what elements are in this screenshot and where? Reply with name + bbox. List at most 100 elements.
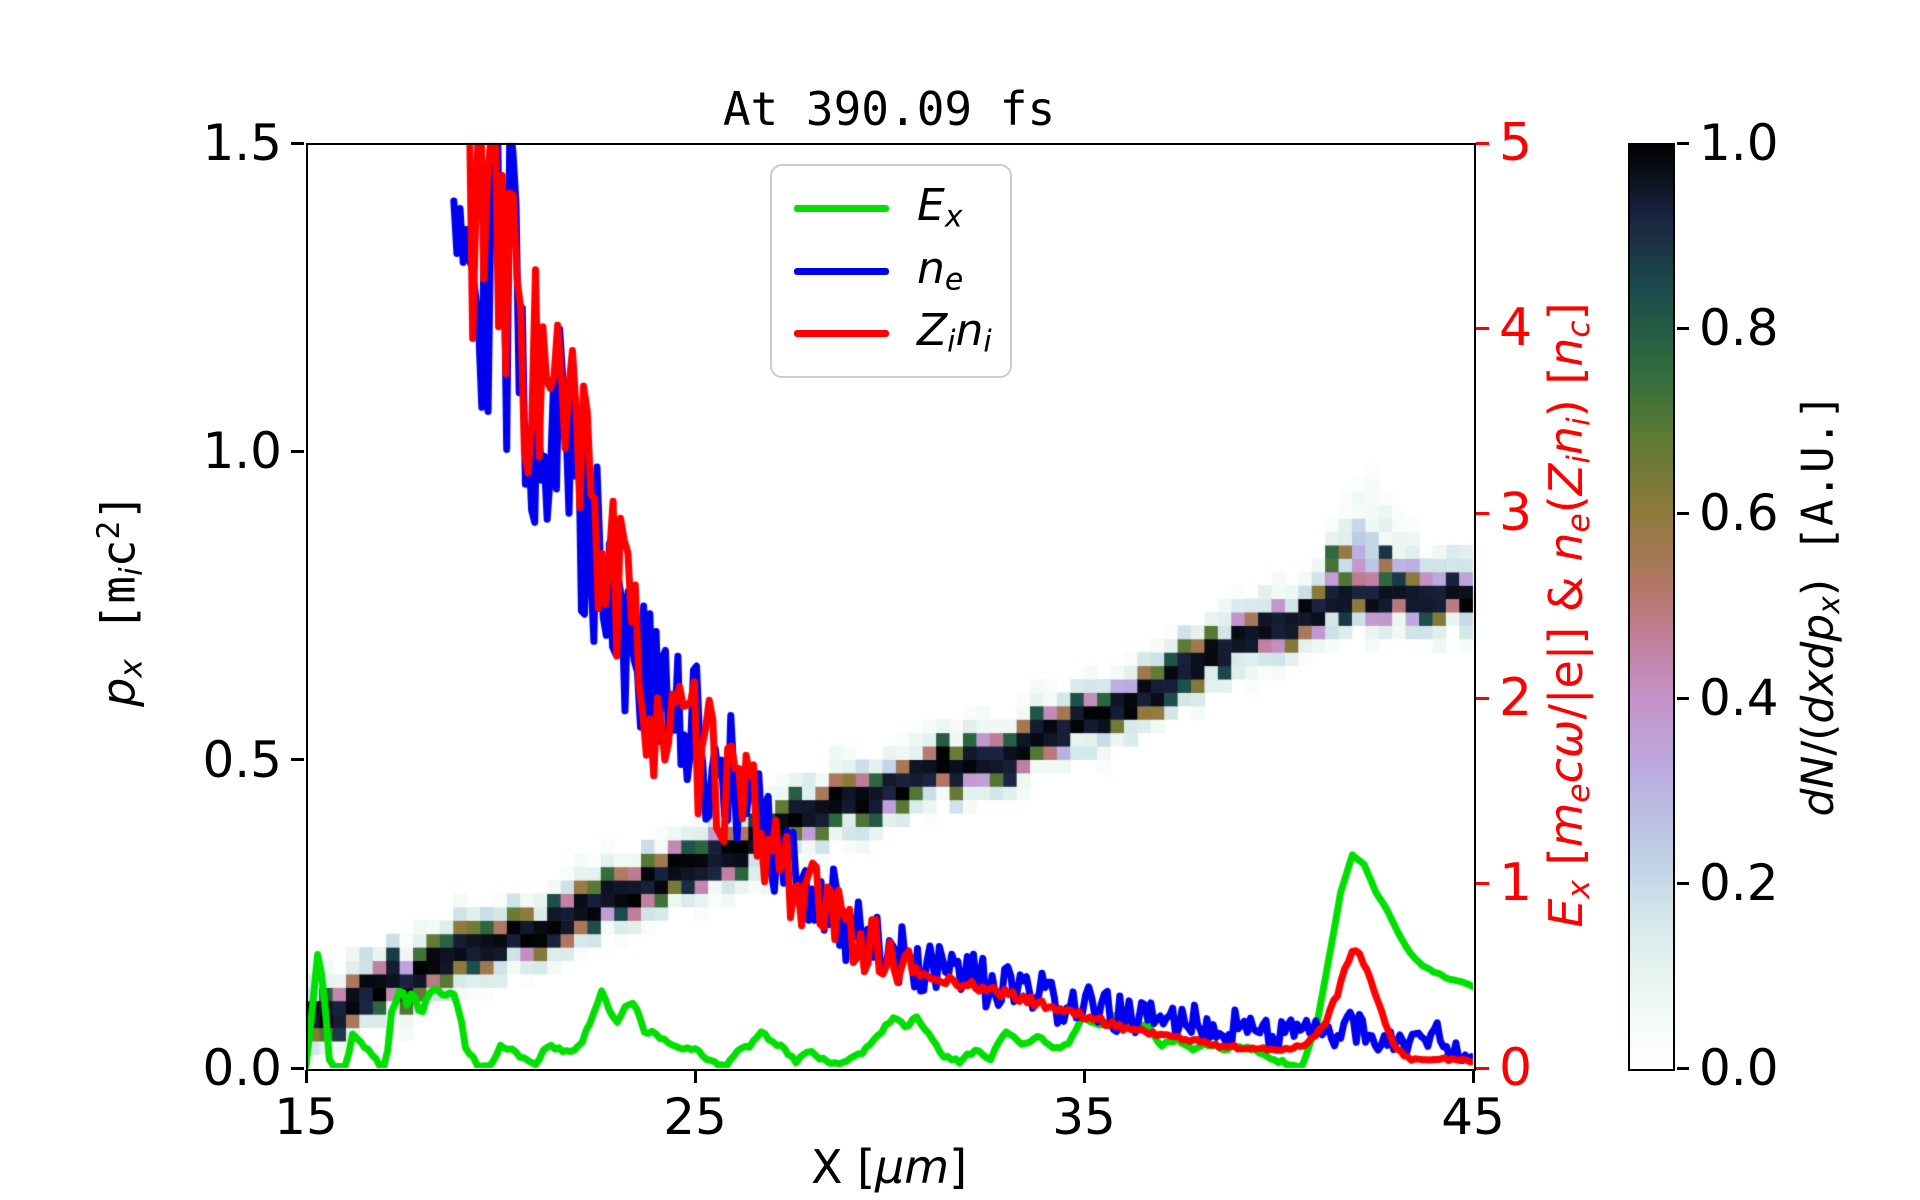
- legend-item-ex: Ex: [772, 184, 1010, 233]
- label-segment: n: [1539, 532, 1594, 562]
- label-segment: x: [113, 659, 150, 678]
- x-tick-label: 15: [274, 1088, 338, 1146]
- legend-label: Zini: [917, 309, 992, 358]
- x-tick-mark: [304, 1070, 308, 1083]
- label-segment: x: [944, 199, 963, 235]
- y-right-tick-label: 0: [1499, 1038, 1533, 1098]
- y-left-tick-mark: [291, 449, 304, 453]
- label-segment: e: [944, 262, 964, 298]
- label-segment: X: [810, 1140, 843, 1194]
- label-segment: n: [1539, 337, 1594, 367]
- x-tick-label: 45: [1441, 1088, 1505, 1146]
- label-segment: m: [1539, 802, 1594, 848]
- label-segment: ]: [1539, 302, 1594, 321]
- x-tick-label: 35: [1052, 1088, 1116, 1146]
- label-segment: 2: [90, 520, 127, 540]
- label-segment: [: [91, 603, 146, 660]
- colorbar-label: dN/(dxdpx) [A.U.]: [1793, 394, 1848, 817]
- label-segment: ω: [1539, 719, 1594, 759]
- label-segment: x: [1560, 880, 1597, 899]
- y-left-axis-label: px [mic2]: [91, 493, 150, 707]
- y-right-tick-mark: [1476, 881, 1489, 885]
- y-right-axis-label: Ex [mecω/|e|] & ne(Zini) [nc]: [1539, 302, 1597, 927]
- y-right-tick-mark: [1476, 326, 1489, 330]
- label-segment: dN: [1792, 755, 1844, 817]
- label-segment: ): [1792, 578, 1844, 597]
- label-segment: Z: [917, 305, 948, 357]
- label-segment: n: [1539, 425, 1594, 456]
- y-right-tick-label: 1: [1499, 853, 1533, 913]
- x-tick-mark: [1471, 1070, 1475, 1083]
- label-segment: e: [1560, 513, 1597, 533]
- y-left-tick-mark: [291, 1066, 304, 1070]
- label-segment: [: [1539, 847, 1594, 880]
- y-left-tick-label: 0.5: [202, 730, 282, 789]
- label-segment: &: [1539, 561, 1594, 627]
- label-segment: i: [1560, 417, 1597, 426]
- label-segment: ]: [91, 493, 146, 521]
- y-right-tick-label: 3: [1499, 483, 1533, 543]
- label-segment: [: [1539, 366, 1594, 400]
- colorbar-tick-mark: [1677, 326, 1689, 330]
- label-segment: i: [113, 567, 150, 577]
- legend-label: Ex: [917, 184, 963, 233]
- label-segment: E: [917, 180, 945, 232]
- legend-line-swatch: [794, 204, 889, 212]
- x-tick-label: 25: [663, 1088, 727, 1146]
- y-left-tick-label: 1.0: [202, 422, 282, 481]
- plot-title: At 390.09 fs: [722, 82, 1056, 136]
- label-segment: /(: [1792, 723, 1844, 756]
- label-segment: e: [1560, 783, 1597, 803]
- colorbar-tick-mark: [1677, 511, 1689, 515]
- x-tick-mark: [1082, 1070, 1086, 1083]
- y-right-tick-mark: [1476, 1066, 1489, 1070]
- y-right-tick-label: 5: [1499, 113, 1533, 173]
- colorbar-tick-label: 0.0: [1699, 1039, 1779, 1097]
- label-segment: n: [955, 305, 984, 357]
- label-segment: [A.U.]: [1792, 393, 1844, 579]
- label-segment: c: [91, 539, 146, 568]
- x-tick-mark: [693, 1070, 697, 1083]
- label-segment: ): [1539, 399, 1594, 418]
- label-segment: dxdp: [1792, 613, 1844, 724]
- label-segment: p: [91, 677, 146, 707]
- colorbar-tick-mark: [1677, 1066, 1689, 1070]
- label-segment: /|e|]: [1539, 626, 1594, 720]
- y-right-tick-label: 4: [1499, 298, 1533, 358]
- label-segment: E: [1539, 898, 1594, 928]
- y-left-tick-label: 1.5: [202, 114, 282, 172]
- colorbar-tick-label: 0.2: [1699, 854, 1779, 912]
- colorbar-tick-mark: [1677, 881, 1689, 885]
- label-segment: i: [983, 324, 992, 360]
- label-segment: i: [1560, 455, 1597, 464]
- label-segment: (: [1539, 495, 1594, 514]
- colorbar-tick-label: 0.8: [1699, 299, 1779, 357]
- label-segment: c: [1560, 320, 1597, 338]
- x-axis-label: X [μm]: [811, 1140, 967, 1194]
- label-segment: i: [947, 324, 956, 360]
- y-right-tick-mark: [1476, 511, 1489, 515]
- legend: Ex ne Zini: [770, 164, 1012, 378]
- legend-label: ne: [917, 246, 964, 298]
- legend-line-swatch: [794, 267, 889, 275]
- legend-line-swatch: [794, 330, 889, 338]
- legend-item-ne: ne: [772, 246, 1010, 298]
- y-right-tick-label: 2: [1499, 668, 1533, 728]
- label-segment: x: [1812, 596, 1848, 614]
- label-segment: n: [917, 242, 945, 294]
- y-left-tick-mark: [291, 758, 304, 762]
- colorbar-gradient: [1628, 143, 1675, 1068]
- label-segment: μm: [875, 1140, 950, 1194]
- y-right-tick-mark: [1476, 696, 1489, 700]
- colorbar-tick-mark: [1677, 696, 1689, 700]
- label-segment: ]: [949, 1140, 968, 1194]
- colorbar-tick-label: 0.6: [1699, 484, 1779, 542]
- y-right-tick-mark: [1476, 141, 1489, 145]
- y-left-tick-mark: [291, 141, 304, 145]
- label-segment: m: [91, 576, 146, 604]
- label-segment: Z: [1539, 463, 1594, 496]
- colorbar-tick-mark: [1677, 141, 1689, 145]
- label-segment: [: [842, 1140, 876, 1194]
- legend-item-zini: Zini: [772, 309, 1010, 358]
